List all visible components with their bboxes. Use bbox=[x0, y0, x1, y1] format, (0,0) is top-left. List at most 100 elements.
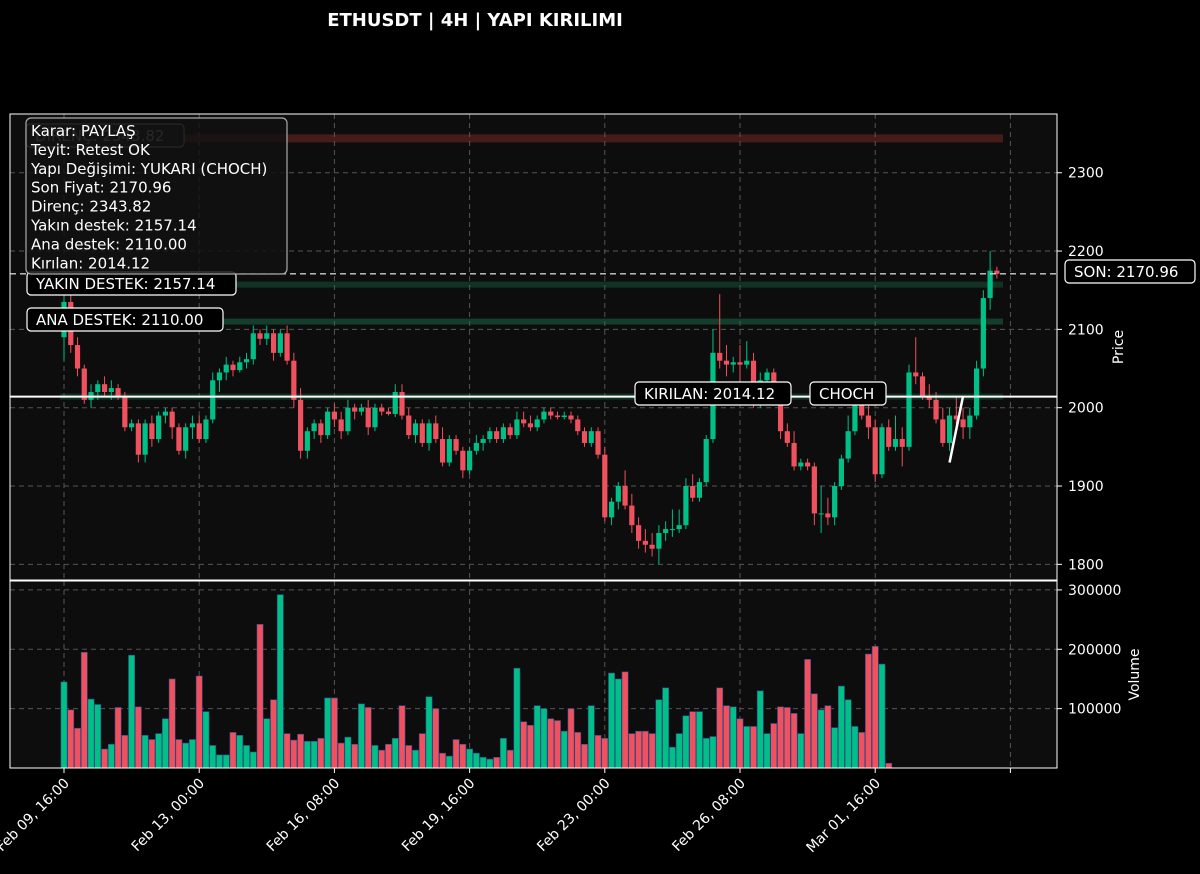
info-box-line: Karar: PAYLAŞ bbox=[31, 122, 136, 140]
volume-bar bbox=[364, 707, 372, 769]
candle-body bbox=[257, 333, 263, 339]
volume-bar bbox=[702, 738, 710, 769]
candle-body bbox=[649, 544, 655, 549]
volume-panel-frame bbox=[9, 580, 1058, 769]
volume-bar bbox=[101, 748, 108, 769]
volume-bar bbox=[276, 594, 284, 769]
candle-body bbox=[669, 529, 675, 531]
volume-bar bbox=[182, 742, 190, 769]
candle-body bbox=[892, 439, 899, 447]
info-box-line: Teyit: Retest OK bbox=[30, 141, 151, 159]
candle-body bbox=[622, 486, 628, 506]
candle-body bbox=[500, 427, 506, 440]
candle-body bbox=[818, 513, 824, 515]
candle-body bbox=[953, 415, 959, 420]
candle-body bbox=[480, 439, 486, 443]
volume-bar bbox=[560, 730, 568, 769]
volume-bar bbox=[783, 707, 791, 769]
break-label-box bbox=[634, 381, 792, 406]
volume-bar bbox=[412, 749, 419, 769]
son-label-text: SON: 2170.96 bbox=[1074, 263, 1178, 281]
candle-body bbox=[832, 486, 838, 518]
candle-body bbox=[994, 270, 1000, 274]
candle-body bbox=[575, 419, 581, 432]
volume-bar bbox=[837, 685, 845, 769]
volume-bar bbox=[797, 733, 805, 769]
volume-bar bbox=[283, 733, 291, 769]
candle-body bbox=[683, 486, 689, 526]
volume-panel: 100000 200000 300000 Volume bbox=[10, 581, 1143, 769]
volume-bar bbox=[67, 709, 75, 769]
candle-body bbox=[210, 380, 216, 420]
price-tick-label: 1900 bbox=[1068, 479, 1104, 495]
volume-bar bbox=[648, 733, 656, 769]
volume-bar bbox=[547, 718, 555, 769]
candle-body bbox=[588, 431, 594, 443]
choch-arrow bbox=[948, 395, 965, 463]
candle-body bbox=[304, 431, 310, 451]
volume-bar bbox=[418, 733, 426, 769]
main-support-label-box bbox=[26, 307, 224, 332]
candle-body bbox=[940, 419, 946, 443]
candle-body bbox=[439, 439, 446, 463]
volume-bar bbox=[729, 706, 737, 769]
volume-bar bbox=[290, 739, 298, 769]
info-box-line: Ana destek: 2110.00 bbox=[31, 235, 187, 253]
volume-bar bbox=[459, 743, 467, 769]
volume-bar bbox=[236, 735, 244, 769]
volume-bar bbox=[682, 715, 690, 769]
candle-body bbox=[879, 427, 885, 475]
candle-body bbox=[919, 376, 926, 396]
volume-bar bbox=[141, 735, 149, 769]
volume-bar bbox=[689, 711, 697, 769]
candle-body bbox=[284, 333, 290, 361]
candle-body bbox=[331, 411, 337, 420]
candle-body bbox=[906, 372, 912, 447]
candle-body bbox=[122, 395, 128, 428]
volume-bar bbox=[87, 698, 95, 769]
volume-bar bbox=[885, 762, 893, 769]
candle-body bbox=[629, 505, 635, 526]
candle-body bbox=[676, 525, 682, 530]
volume-bar bbox=[202, 711, 210, 769]
candle-body bbox=[946, 415, 953, 443]
volume-bar bbox=[810, 693, 818, 769]
volume-bar bbox=[243, 745, 250, 769]
candle-body bbox=[663, 529, 669, 534]
candle-body bbox=[608, 501, 615, 518]
candle-body bbox=[358, 407, 365, 412]
candle-body bbox=[196, 423, 202, 440]
volume-bar bbox=[763, 733, 771, 769]
volume-bar bbox=[263, 718, 271, 769]
volume-bar bbox=[317, 738, 325, 769]
volume-bar bbox=[303, 740, 311, 769]
volume-bar bbox=[486, 758, 494, 769]
son-label-box bbox=[1064, 259, 1196, 284]
candle-body bbox=[156, 415, 162, 440]
volume-bar bbox=[128, 654, 135, 769]
volume-bar bbox=[344, 736, 352, 769]
candle-body bbox=[101, 384, 108, 393]
volume-bar bbox=[621, 671, 629, 769]
volume-bar bbox=[195, 675, 203, 769]
candle-body bbox=[203, 419, 209, 440]
main-support-label-text: ANA DESTEK: 2110.00 bbox=[36, 311, 203, 329]
volume-bar bbox=[358, 703, 365, 769]
volume-bar bbox=[506, 749, 514, 769]
volume-bar bbox=[297, 733, 304, 769]
volume-bar bbox=[614, 678, 622, 769]
volume-bar bbox=[216, 754, 223, 769]
volume-bar bbox=[865, 653, 872, 769]
volume-bar bbox=[790, 713, 798, 769]
candle-body bbox=[913, 372, 919, 377]
volume-bar bbox=[554, 720, 561, 769]
candle-body bbox=[392, 392, 398, 414]
candle-body bbox=[162, 411, 168, 416]
volume-bar bbox=[533, 705, 541, 769]
candle-body bbox=[581, 431, 588, 443]
volume-bar bbox=[107, 743, 115, 769]
volume-bar bbox=[432, 708, 440, 769]
volume-axis-label: Volume bbox=[1127, 648, 1143, 700]
